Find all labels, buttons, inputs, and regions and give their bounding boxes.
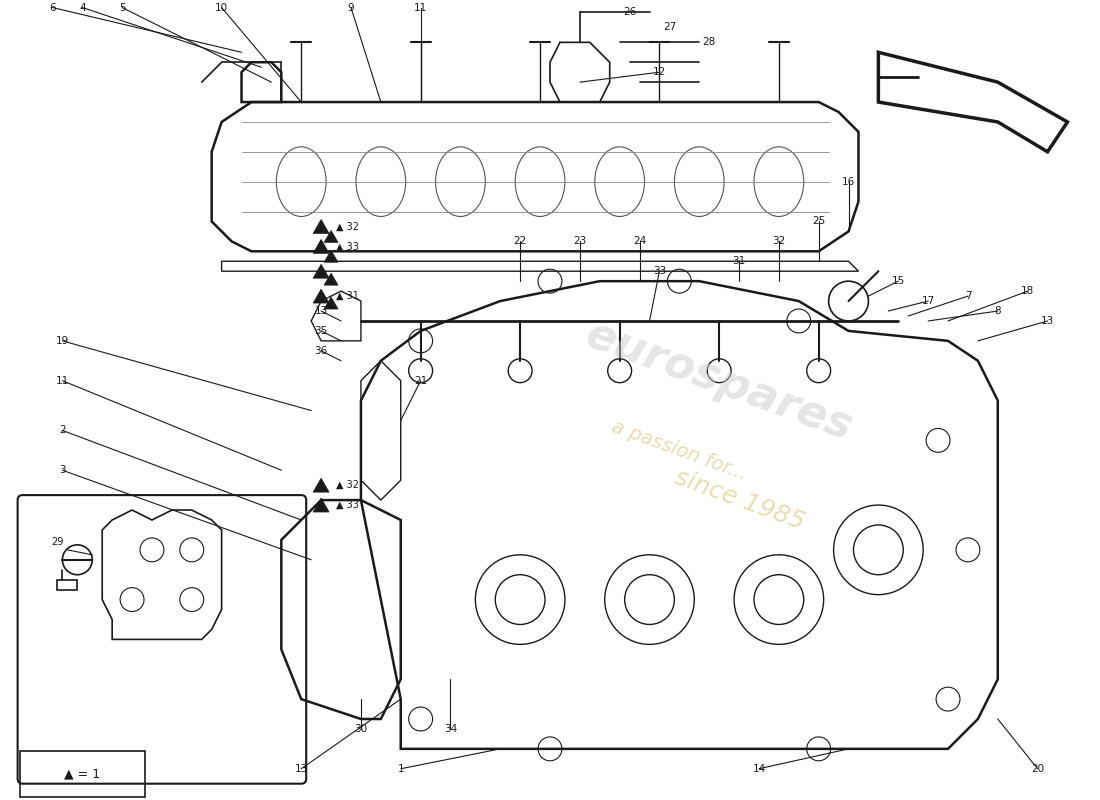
Text: a passion for...: a passion for... bbox=[609, 417, 749, 484]
Polygon shape bbox=[324, 250, 338, 262]
Polygon shape bbox=[324, 297, 338, 309]
Polygon shape bbox=[314, 219, 329, 234]
Text: 1: 1 bbox=[397, 764, 404, 774]
Text: 2: 2 bbox=[59, 426, 66, 435]
Polygon shape bbox=[324, 230, 338, 242]
Text: ▲ 33: ▲ 33 bbox=[337, 242, 359, 251]
Polygon shape bbox=[324, 274, 338, 285]
Text: 28: 28 bbox=[703, 38, 716, 47]
Text: 19: 19 bbox=[56, 336, 69, 346]
Text: 9: 9 bbox=[348, 2, 354, 13]
Polygon shape bbox=[314, 239, 329, 254]
Text: 7: 7 bbox=[965, 291, 971, 301]
Text: ▲ 32: ▲ 32 bbox=[337, 222, 359, 231]
Text: 32: 32 bbox=[772, 236, 785, 246]
Text: 24: 24 bbox=[632, 236, 646, 246]
Text: 13: 13 bbox=[1041, 316, 1054, 326]
Text: 16: 16 bbox=[842, 177, 855, 186]
Text: 11: 11 bbox=[414, 2, 427, 13]
Text: 13: 13 bbox=[315, 306, 328, 316]
Polygon shape bbox=[314, 498, 329, 512]
Text: 13: 13 bbox=[295, 764, 308, 774]
Text: 10: 10 bbox=[216, 2, 228, 13]
Text: 33: 33 bbox=[652, 266, 667, 276]
Text: 31: 31 bbox=[733, 256, 746, 266]
Text: 12: 12 bbox=[652, 67, 667, 77]
Text: 30: 30 bbox=[354, 724, 367, 734]
Polygon shape bbox=[314, 264, 329, 278]
Text: 8: 8 bbox=[994, 306, 1001, 316]
Polygon shape bbox=[314, 289, 329, 303]
Text: 35: 35 bbox=[315, 326, 328, 336]
Text: 21: 21 bbox=[414, 376, 427, 386]
Text: 20: 20 bbox=[1031, 764, 1044, 774]
Text: ▲ = 1: ▲ = 1 bbox=[64, 767, 100, 780]
Text: ▲ 31: ▲ 31 bbox=[337, 291, 359, 301]
Text: 4: 4 bbox=[79, 2, 86, 13]
Text: 29: 29 bbox=[52, 537, 64, 547]
Text: ▲ 32: ▲ 32 bbox=[337, 480, 359, 490]
Text: 17: 17 bbox=[922, 296, 935, 306]
Text: 27: 27 bbox=[663, 22, 676, 33]
Text: ▲ 33: ▲ 33 bbox=[337, 500, 359, 510]
Text: 22: 22 bbox=[514, 236, 527, 246]
Text: 11: 11 bbox=[56, 376, 69, 386]
Text: 14: 14 bbox=[752, 764, 766, 774]
Text: 26: 26 bbox=[623, 7, 636, 18]
Text: 25: 25 bbox=[812, 217, 825, 226]
Polygon shape bbox=[314, 478, 329, 492]
Text: 34: 34 bbox=[444, 724, 458, 734]
Text: 23: 23 bbox=[573, 236, 586, 246]
Text: 5: 5 bbox=[119, 2, 125, 13]
Text: 36: 36 bbox=[315, 346, 328, 356]
Text: 6: 6 bbox=[50, 2, 56, 13]
Text: 18: 18 bbox=[1021, 286, 1034, 296]
Text: 15: 15 bbox=[892, 276, 905, 286]
Text: 3: 3 bbox=[59, 466, 66, 475]
Text: since 1985: since 1985 bbox=[671, 466, 807, 534]
Text: eurospares: eurospares bbox=[580, 312, 859, 449]
